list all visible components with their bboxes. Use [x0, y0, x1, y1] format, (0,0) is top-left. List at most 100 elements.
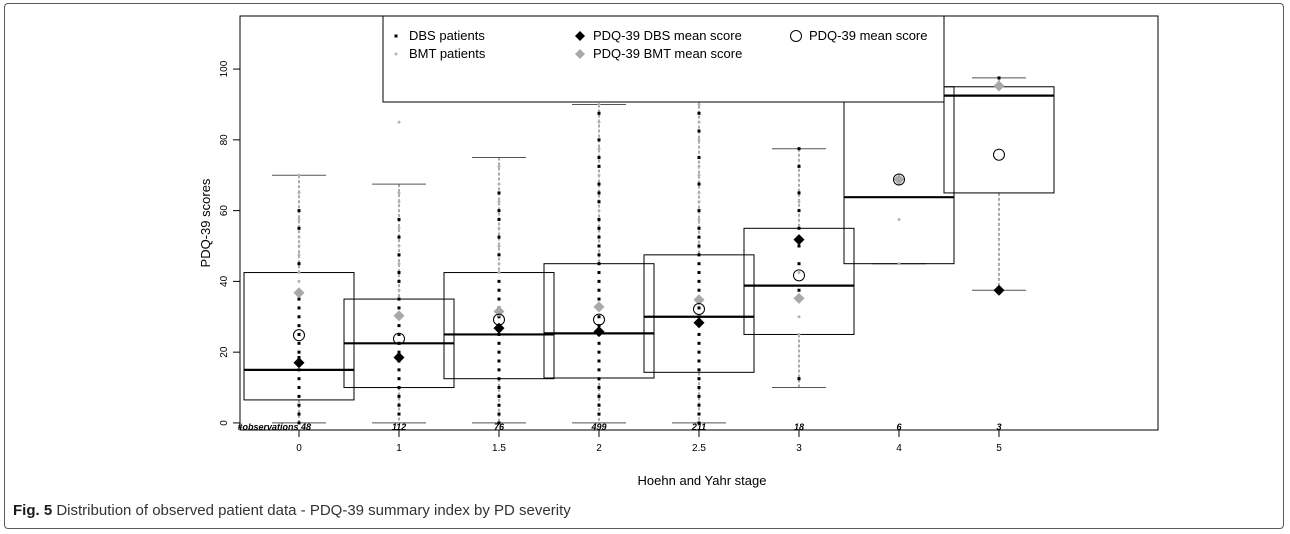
- mean-marker: [993, 148, 1005, 161]
- dbs-mean-marker: [993, 284, 1005, 296]
- y-tick-label: 40: [219, 275, 230, 287]
- dbs-patient-point: [597, 138, 601, 142]
- dbs-patient-point: [997, 76, 1001, 80]
- dbs-patient-point: [597, 253, 601, 257]
- bmt-patient-point: [697, 164, 701, 168]
- dbs-patient-point: [697, 235, 701, 239]
- observations-count: 6: [896, 422, 902, 432]
- dbs-patient-point: [697, 262, 701, 266]
- dbs-patient-point: [597, 111, 601, 115]
- dbs-patient-point: [597, 217, 601, 221]
- legend-marker-dbs: [394, 34, 398, 38]
- dbs-mean-marker: [793, 234, 805, 246]
- dbs-patient-point: [497, 403, 501, 407]
- bmt-patient-point: [597, 102, 601, 106]
- bmt-patient-point: [297, 279, 301, 283]
- dbs-mean-marker: [493, 322, 505, 334]
- dbs-patient-point: [797, 164, 801, 168]
- bmt-patient-point: [397, 288, 401, 292]
- dbs-patient-point: [597, 386, 601, 390]
- dbs-patient-point: [697, 226, 701, 230]
- dbs-patient-point: [397, 403, 401, 407]
- bmt-patient-point: [397, 226, 401, 230]
- dbs-mean-marker: [293, 357, 305, 369]
- dbs-patient-point: [297, 226, 301, 230]
- dbs-patient-point: [597, 394, 601, 398]
- x-tick-label: 2.5: [692, 443, 706, 454]
- dbs-patient-point: [497, 377, 501, 381]
- legend-label: DBS patients: [409, 28, 485, 43]
- dbs-patient-point: [397, 332, 401, 336]
- bmt-patient-point: [897, 262, 901, 266]
- bmt-patient-point: [397, 244, 401, 248]
- dbs-patient-point: [697, 271, 701, 275]
- bmt-patient-point: [797, 315, 801, 319]
- legend-label: PDQ-39 DBS mean score: [593, 28, 742, 43]
- dbs-patient-point: [297, 297, 301, 301]
- dbs-patient-point: [697, 279, 701, 283]
- dbs-patient-point: [297, 262, 301, 266]
- dbs-patient-point: [497, 341, 501, 345]
- dbs-patient-point: [297, 412, 301, 416]
- dbs-patient-point: [797, 191, 801, 195]
- observations-label: #observations 48: [237, 422, 311, 432]
- bmt-patient-point: [597, 209, 601, 213]
- dbs-patient-point: [397, 297, 401, 301]
- dbs-patient-point: [797, 244, 801, 248]
- dbs-patient-point: [697, 421, 701, 425]
- dbs-patient-point: [597, 279, 601, 283]
- bmt-mean-marker: [893, 173, 905, 185]
- dbs-patient-point: [397, 324, 401, 328]
- x-tick-label: 1.5: [492, 443, 506, 454]
- dbs-patient-point: [597, 244, 601, 248]
- bmt-patient-point: [297, 191, 301, 195]
- bmt-patient-point: [297, 244, 301, 248]
- dbs-patient-point: [597, 324, 601, 328]
- bmt-patient-point: [397, 191, 401, 195]
- legend-label: BMT patients: [409, 46, 486, 61]
- dbs-patient-point: [497, 359, 501, 363]
- y-tick-label: 20: [219, 346, 230, 358]
- dbs-patient-point: [497, 368, 501, 372]
- bmt-patient-point: [697, 191, 701, 195]
- observations-count: 18: [794, 422, 804, 432]
- dbs-patient-point: [697, 394, 701, 398]
- bmt-patient-point: [697, 200, 701, 204]
- mean-marker: [593, 313, 605, 326]
- bmt-patient-point: [397, 120, 401, 124]
- dbs-patient-point: [697, 306, 701, 310]
- bmt-mean-marker: [293, 287, 305, 299]
- x-tick-label: 4: [896, 443, 902, 454]
- bmt-patient-point: [697, 102, 701, 106]
- dbs-patient-point: [697, 377, 701, 381]
- dbs-patient-point: [597, 297, 601, 301]
- dbs-mean-marker: [693, 317, 705, 329]
- bmt-patient-point: [497, 262, 501, 266]
- legend-box: [382, 15, 945, 103]
- dbs-patient-point: [597, 350, 601, 354]
- dbs-patient-point: [697, 332, 701, 336]
- dbs-patient-point: [397, 377, 401, 381]
- dbs-patient-point: [697, 350, 701, 354]
- dbs-patient-point: [597, 403, 601, 407]
- dbs-patient-point: [297, 386, 301, 390]
- dbs-patient-point: [697, 412, 701, 416]
- bmt-patient-point: [797, 200, 801, 204]
- dbs-patient-point: [597, 191, 601, 195]
- dbs-patient-point: [697, 368, 701, 372]
- bmt-patient-point: [497, 200, 501, 204]
- bmt-patient-point: [397, 262, 401, 266]
- dbs-patient-point: [397, 306, 401, 310]
- dbs-patient-point: [797, 209, 801, 213]
- bmt-mean-marker: [493, 305, 505, 317]
- dbs-patient-point: [397, 271, 401, 275]
- x-axis-label: Hoehn and Yahr stage: [638, 473, 767, 488]
- bmt-patient-point: [797, 332, 801, 336]
- x-tick-label: 3: [796, 443, 802, 454]
- dbs-patient-point: [397, 412, 401, 416]
- dbs-patient-point: [497, 279, 501, 283]
- dbs-patient-point: [297, 332, 301, 336]
- dbs-patient-point: [397, 394, 401, 398]
- dbs-patient-point: [297, 324, 301, 328]
